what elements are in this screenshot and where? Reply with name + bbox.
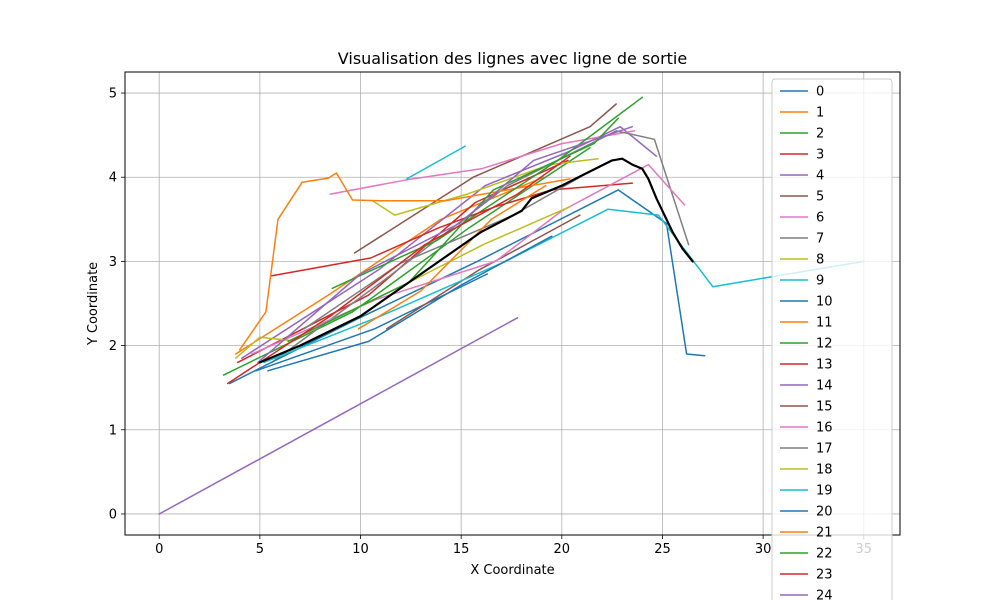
plot-frame bbox=[124, 71, 901, 536]
series-line-23 bbox=[226, 155, 571, 385]
legend-label-23: 23 bbox=[816, 568, 833, 583]
legend-label-4: 4 bbox=[816, 169, 824, 184]
x-tick-label: 30 bbox=[755, 542, 772, 557]
legend-label-12: 12 bbox=[816, 337, 833, 352]
legend-label-3: 3 bbox=[816, 148, 824, 163]
legend-label-22: 22 bbox=[816, 547, 833, 562]
series-line-15 bbox=[385, 214, 581, 330]
x-axis-label: X Coordinate bbox=[470, 563, 554, 578]
legend-label-20: 20 bbox=[816, 505, 833, 520]
legend-label-15: 15 bbox=[816, 400, 833, 415]
series-line-10 bbox=[228, 189, 706, 385]
x-tick-label: 10 bbox=[352, 542, 369, 557]
legend-label-13: 13 bbox=[816, 358, 833, 373]
legend-label-7: 7 bbox=[816, 232, 824, 247]
series-line-21 bbox=[357, 184, 547, 330]
legend-label-0: 0 bbox=[816, 85, 824, 100]
y-axis-label: Y Coordinate bbox=[86, 262, 101, 346]
legend-label-16: 16 bbox=[816, 421, 833, 436]
legend-box bbox=[771, 78, 893, 600]
series-line-17 bbox=[303, 176, 581, 330]
series-line-14 bbox=[158, 317, 519, 515]
series-line-24 bbox=[257, 125, 634, 364]
legend-label-9: 9 bbox=[816, 274, 824, 289]
legend-label-8: 8 bbox=[816, 253, 824, 268]
series-layer bbox=[158, 96, 865, 515]
output-line bbox=[258, 157, 694, 364]
series-line-8 bbox=[371, 157, 599, 216]
x-tick-label: 5 bbox=[256, 542, 264, 557]
legend-label-19: 19 bbox=[816, 484, 833, 499]
y-tick-label: 2 bbox=[109, 339, 117, 354]
x-tick-label: 20 bbox=[554, 542, 571, 557]
series-line-5 bbox=[353, 103, 617, 254]
x-tick-label: 0 bbox=[155, 542, 163, 557]
series-line-3 bbox=[236, 159, 569, 364]
series-line-11 bbox=[238, 172, 571, 351]
x-tick-label: 15 bbox=[453, 542, 470, 557]
legend-label-17: 17 bbox=[816, 442, 833, 457]
legend-label-1: 1 bbox=[816, 106, 824, 121]
series-line-22 bbox=[287, 117, 619, 343]
y-tick-label: 4 bbox=[109, 171, 117, 186]
series-line-9 bbox=[406, 145, 466, 180]
y-tick-label: 1 bbox=[109, 423, 117, 438]
chart-title: Visualisation des lignes avec ligne de s… bbox=[338, 49, 687, 68]
y-tick-label: 3 bbox=[109, 255, 117, 270]
legend-label-14: 14 bbox=[816, 379, 833, 394]
legend-label-6: 6 bbox=[816, 211, 824, 226]
y-tick-label: 5 bbox=[109, 87, 117, 102]
legend-label-10: 10 bbox=[816, 295, 833, 310]
series-line-12 bbox=[331, 96, 644, 290]
series-line-1 bbox=[234, 176, 545, 355]
legend-label-24: 24 bbox=[816, 589, 833, 600]
series-line-20 bbox=[267, 235, 553, 372]
x-tick-label: 25 bbox=[654, 542, 671, 557]
legend-label-5: 5 bbox=[816, 190, 824, 205]
y-tick-label: 0 bbox=[109, 507, 117, 522]
legend-label-18: 18 bbox=[816, 463, 833, 478]
legend-label-11: 11 bbox=[816, 316, 833, 331]
plot-area bbox=[125, 72, 900, 535]
axis-ticks: 05101520253035012345 bbox=[109, 87, 872, 557]
legend-label-21: 21 bbox=[816, 526, 833, 541]
legend-label-2: 2 bbox=[816, 127, 824, 142]
